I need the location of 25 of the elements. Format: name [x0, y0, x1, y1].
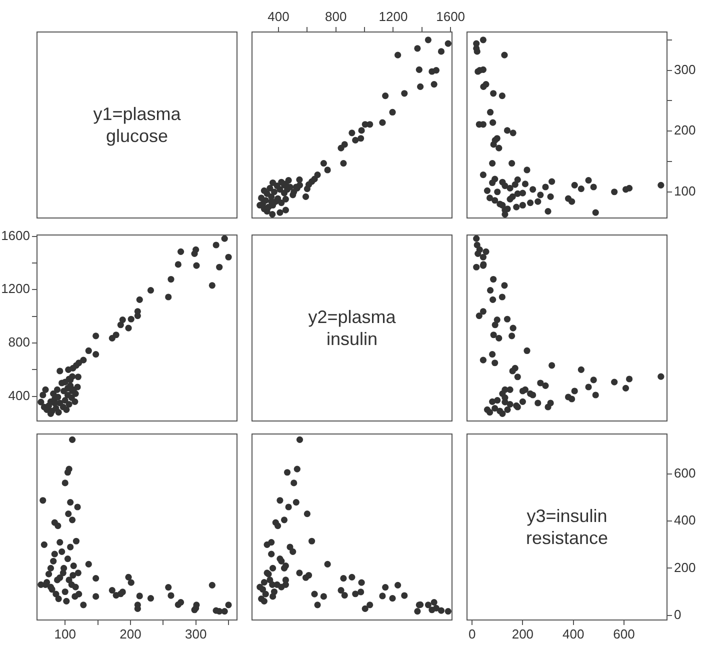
y-tick-label: 1200 [1, 281, 30, 296]
y-tick-label: 400 [674, 512, 696, 528]
annotation: y3=insulin resistance [524, 504, 610, 550]
text: y2=plasma insulin [307, 306, 397, 350]
y-tick-label: 800 [8, 334, 30, 350]
text: y1=plasma glucose [92, 102, 182, 148]
y-tick-label: 400 [8, 388, 30, 403]
x-tick-label: 1200 [378, 8, 408, 24]
x-tick-label: 200 [120, 626, 142, 642]
y-tick-label: 200 [674, 122, 696, 138]
x-tick-label: 400 [562, 626, 584, 642]
y-tick-label: 1600 [1, 228, 30, 243]
x-tick-label: 100 [54, 626, 76, 642]
x-tick-label: 400 [268, 8, 290, 24]
x-tick-label: 1600 [436, 8, 466, 24]
x-tick-label: 600 [613, 626, 635, 642]
x-tick-label: 0 [468, 626, 476, 642]
y-tick-label: 100 [674, 183, 696, 198]
y-tick-label: 300 [674, 62, 696, 77]
y-tick-label: 0 [674, 606, 682, 622]
x-tick-label: 800 [325, 8, 347, 24]
x-tick-label: 200 [512, 626, 534, 642]
x-tick-label: 300 [184, 626, 207, 642]
y-tick-label: 600 [674, 466, 696, 481]
y-tick-label: 200 [674, 560, 696, 575]
